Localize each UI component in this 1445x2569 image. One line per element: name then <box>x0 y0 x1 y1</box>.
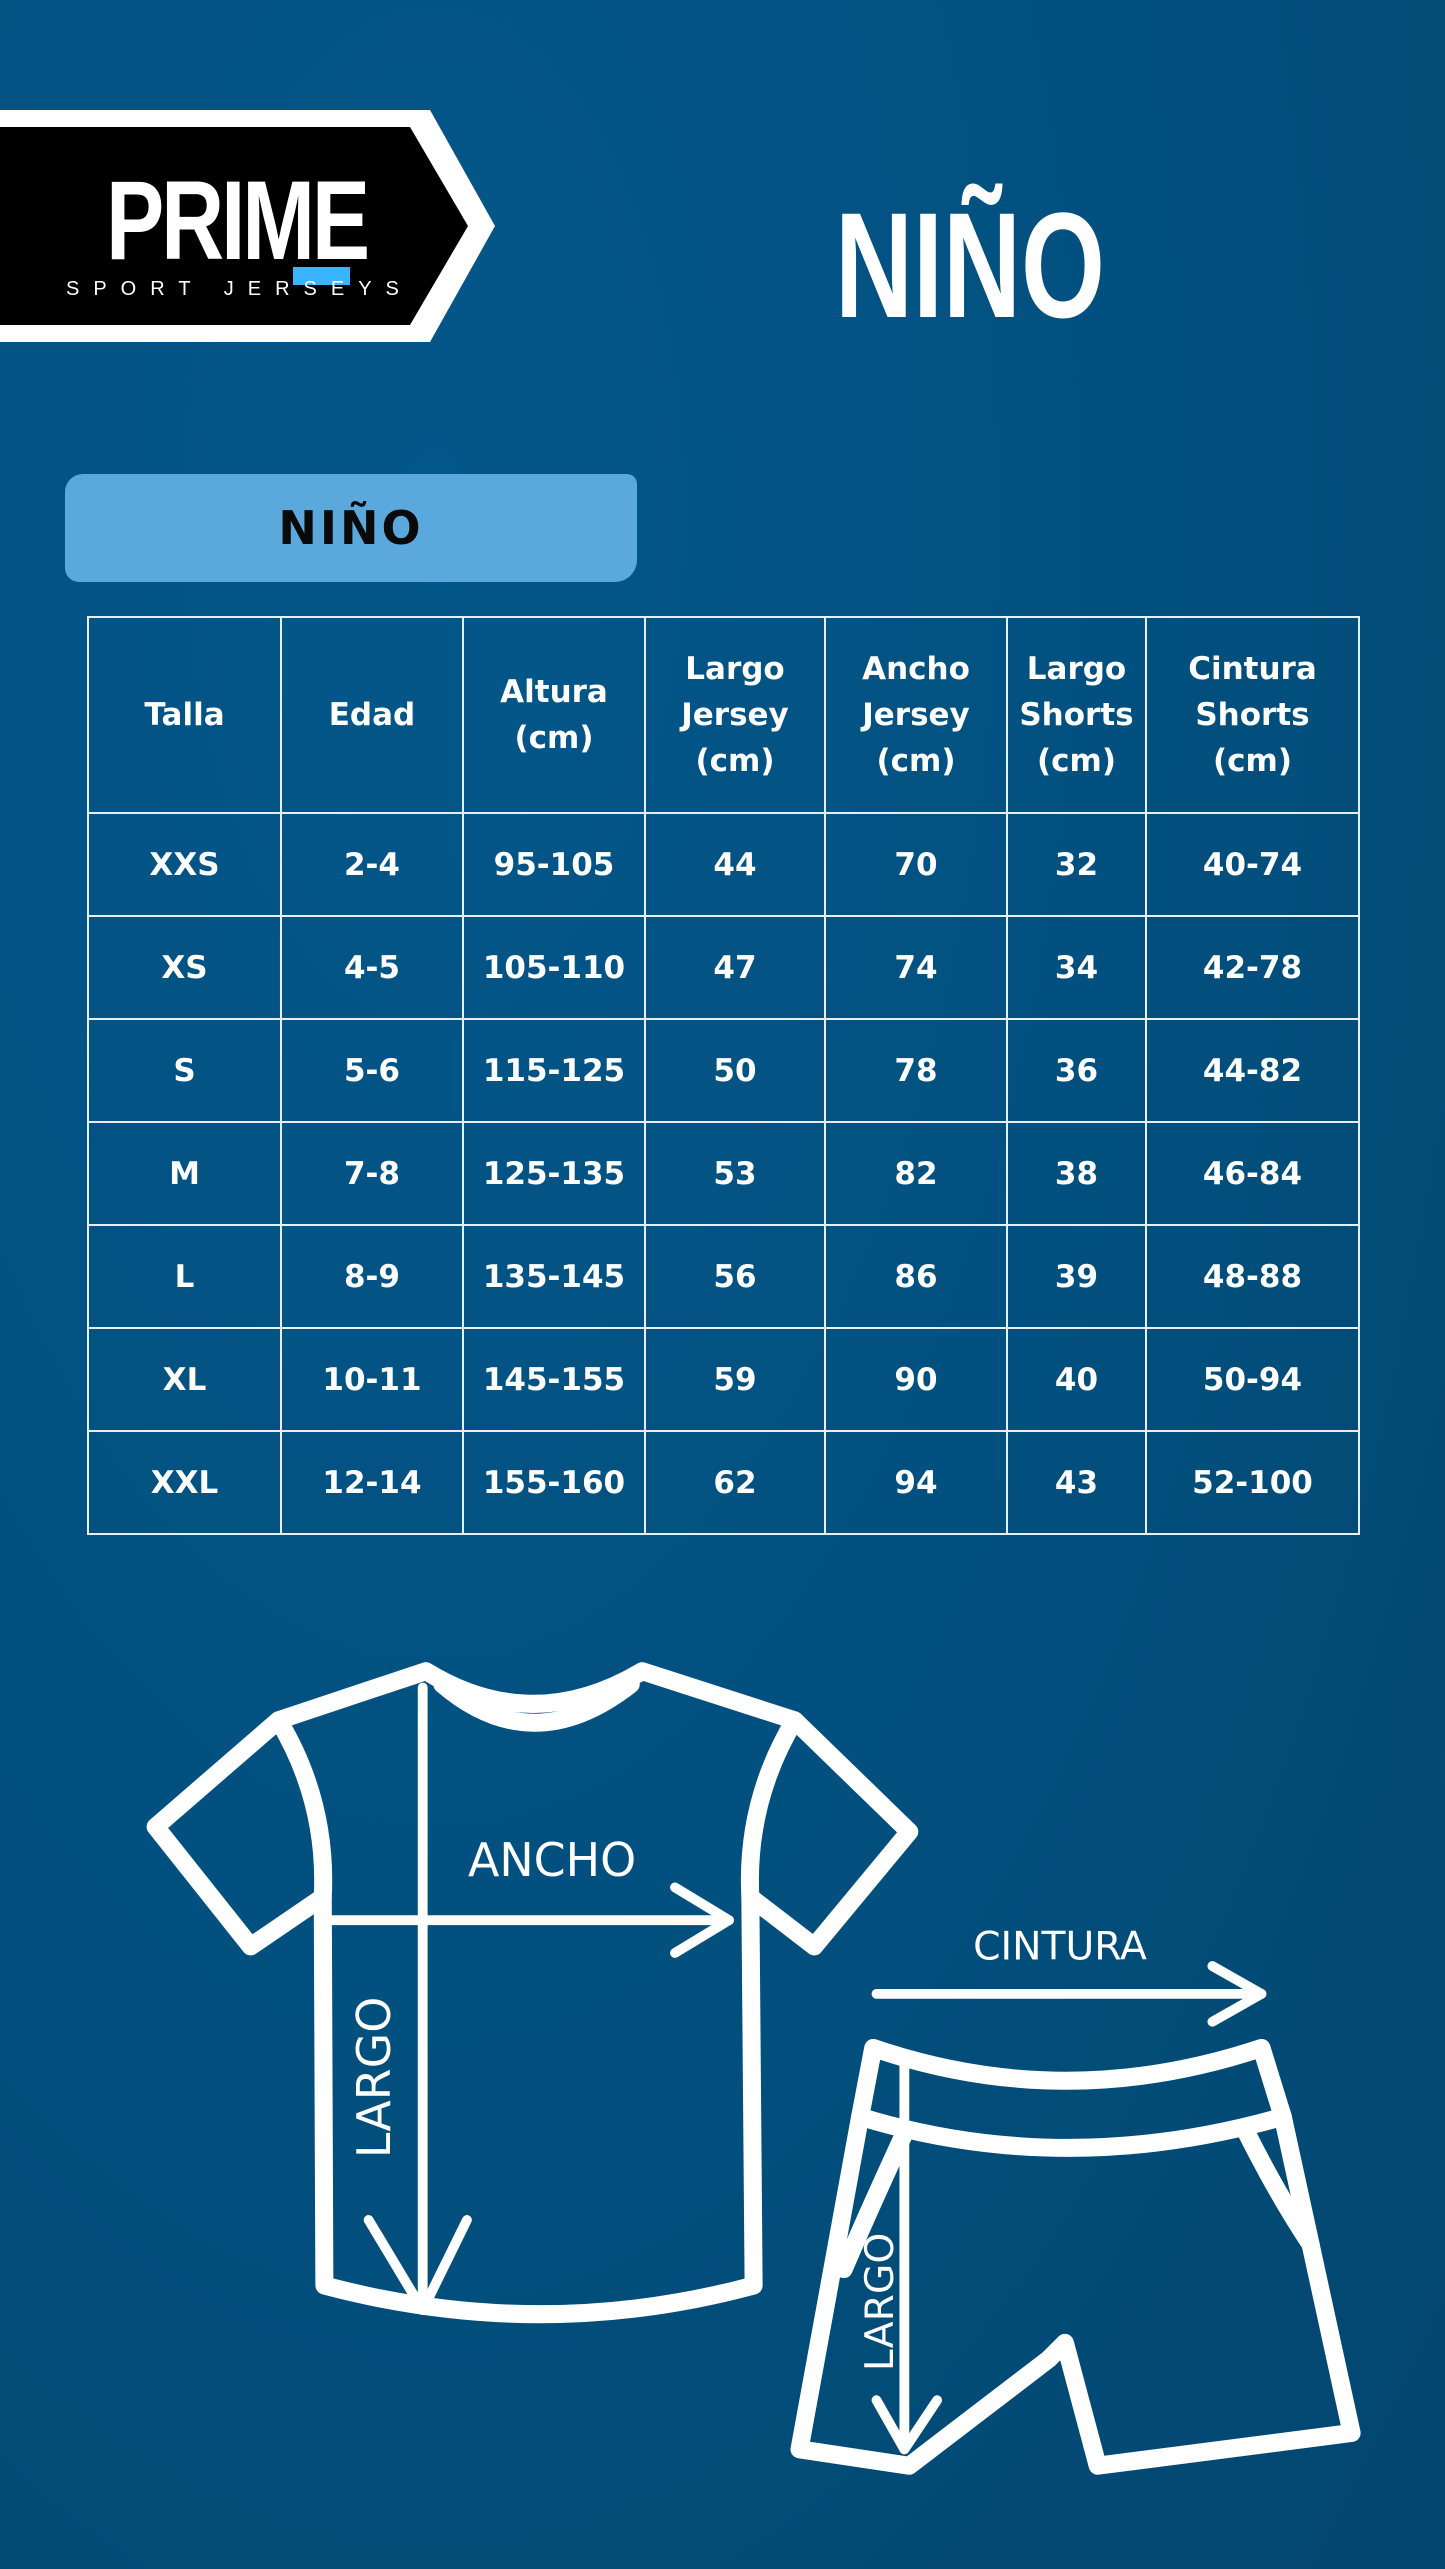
column-header: Largo Jersey (cm) <box>644 616 826 814</box>
table-cell: 50 <box>644 1018 826 1123</box>
size-table: Talla Edad Altura (cm) Largo Jersey (cm) Ancho J… <box>87 616 1360 1535</box>
header-line: Altura <box>500 674 608 710</box>
table-cell: 46-84 <box>1145 1121 1360 1226</box>
shorts-largo-label: LARGO <box>858 2233 903 2371</box>
header-line: (cm) <box>514 720 594 756</box>
table-cell: 38 <box>1006 1121 1147 1226</box>
table-cell: 48-88 <box>1145 1224 1360 1329</box>
table-cell: 135-145 <box>462 1224 646 1329</box>
table-cell: 32 <box>1006 812 1147 917</box>
table-cell: XXL <box>87 1430 282 1535</box>
column-header: Largo Shorts (cm) <box>1006 616 1147 814</box>
logo-tagline: SPORT JERSEYS <box>66 278 413 300</box>
jersey-arrows <box>322 1682 734 2316</box>
table-cell: 47 <box>644 915 826 1020</box>
table-cell: 62 <box>644 1430 826 1535</box>
table-cell: 44 <box>644 812 826 917</box>
header-line: (cm) <box>695 743 775 779</box>
table-cell: 8-9 <box>280 1224 464 1329</box>
table-cell: 43 <box>1006 1430 1147 1535</box>
table-cell: 94 <box>824 1430 1008 1535</box>
table-cell: 74 <box>824 915 1008 1020</box>
table-cell: 4-5 <box>280 915 464 1020</box>
header-line: Shorts <box>1019 697 1134 733</box>
table-cell: 52-100 <box>1145 1430 1360 1535</box>
table-cell: 82 <box>824 1121 1008 1226</box>
shorts-outline <box>790 2038 1361 2475</box>
table-row: L 8-9 135-145 56 86 39 48-88 <box>87 1224 1360 1329</box>
table-cell: 40 <box>1006 1327 1147 1432</box>
table-cell: 5-6 <box>280 1018 464 1123</box>
table-cell: 59 <box>644 1327 826 1432</box>
column-header: Edad <box>280 616 464 814</box>
header-line: Talla <box>144 697 225 733</box>
table-row: XXL 12-14 155-160 62 94 43 52-100 <box>87 1430 1360 1535</box>
section-label: NIÑO <box>65 474 637 582</box>
header-line: Shorts <box>1195 697 1310 733</box>
table-cell: 10-11 <box>280 1327 464 1432</box>
table-cell: 44-82 <box>1145 1018 1360 1123</box>
column-header: Cintura Shorts (cm) <box>1145 616 1360 814</box>
table-cell: 42-78 <box>1145 915 1360 1020</box>
table-cell: 95-105 <box>462 812 646 917</box>
cintura-label: CINTURA <box>973 1924 1147 1969</box>
table-cell: 105-110 <box>462 915 646 1020</box>
header-line: Edad <box>328 697 416 733</box>
table-row: S 5-6 115-125 50 78 36 44-82 <box>87 1018 1360 1123</box>
table-cell: 40-74 <box>1145 812 1360 917</box>
table-cell: 36 <box>1006 1018 1147 1123</box>
table-cell: 7-8 <box>280 1121 464 1226</box>
table-cell: 78 <box>824 1018 1008 1123</box>
table-cell: 53 <box>644 1121 826 1226</box>
table-cell: 2-4 <box>280 812 464 917</box>
table-cell: 50-94 <box>1145 1327 1360 1432</box>
table-row: XXS 2-4 95-105 44 70 32 40-74 <box>87 812 1360 917</box>
table-cell: 90 <box>824 1327 1008 1432</box>
table-cell: 34 <box>1006 915 1147 1020</box>
header-line: Cintura <box>1188 651 1317 687</box>
logo-badge <box>0 110 495 342</box>
column-header: Talla <box>87 616 282 814</box>
header-line: Largo <box>685 651 785 687</box>
shorts-arrows <box>871 1961 1267 2455</box>
page-title: NIÑO <box>835 181 1105 349</box>
table-cell: 115-125 <box>462 1018 646 1123</box>
header-line: Ancho <box>862 651 970 687</box>
header-line: Jersey <box>681 697 789 733</box>
table-cell: 86 <box>824 1224 1008 1329</box>
table-cell: L <box>87 1224 282 1329</box>
table-cell: 12-14 <box>280 1430 464 1535</box>
table-cell: M <box>87 1121 282 1226</box>
header-line: (cm) <box>1212 743 1292 779</box>
column-header: Ancho Jersey (cm) <box>824 616 1008 814</box>
jersey-largo-label: LARGO <box>347 1997 401 2158</box>
column-header: Altura (cm) <box>462 616 646 814</box>
table-cell: 56 <box>644 1224 826 1329</box>
table-row: XS 4-5 105-110 47 74 34 42-78 <box>87 915 1360 1020</box>
table-cell: XS <box>87 915 282 1020</box>
header-line: Jersey <box>862 697 970 733</box>
table-cell: 155-160 <box>462 1430 646 1535</box>
jersey-outline <box>146 1662 919 2324</box>
table-cell: S <box>87 1018 282 1123</box>
table-cell: XL <box>87 1327 282 1432</box>
header-line: (cm) <box>876 743 956 779</box>
table-cell: 125-135 <box>462 1121 646 1226</box>
header-line: (cm) <box>1036 743 1116 779</box>
table-cell: 70 <box>824 812 1008 917</box>
table-row: XL 10-11 145-155 59 90 40 50-94 <box>87 1327 1360 1432</box>
header-line: Largo <box>1026 651 1127 687</box>
logo-name: PRIME <box>106 158 370 283</box>
table-cell: 39 <box>1006 1224 1147 1329</box>
table-row: M 7-8 125-135 53 82 38 46-84 <box>87 1121 1360 1226</box>
ancho-label: ANCHO <box>468 1833 636 1887</box>
table-cell: 145-155 <box>462 1327 646 1432</box>
table-cell: XXS <box>87 812 282 917</box>
